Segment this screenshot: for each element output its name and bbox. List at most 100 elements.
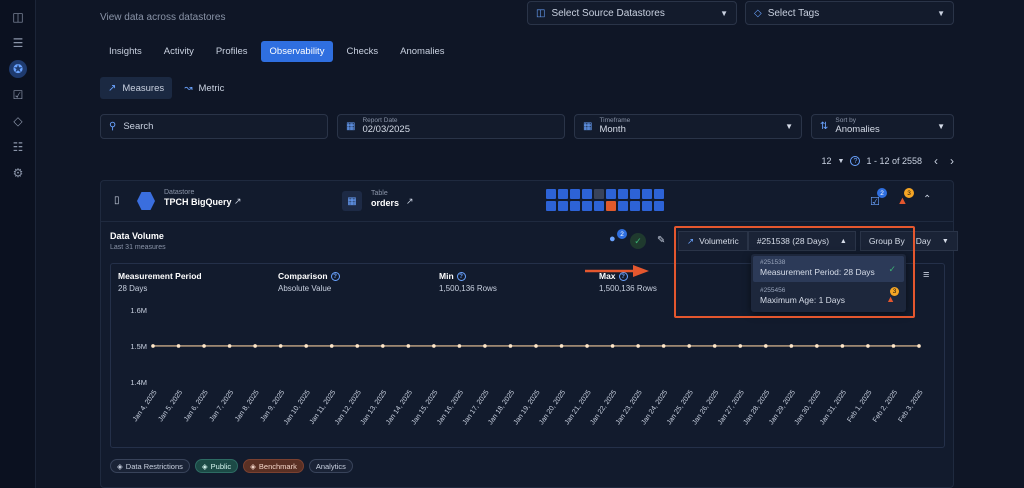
help-icon[interactable]: ?	[456, 272, 466, 282]
data-point[interactable]	[483, 344, 487, 348]
page-size-select[interactable]: 12	[821, 156, 832, 166]
data-point[interactable]	[278, 344, 283, 348]
help-icon[interactable]: ?	[330, 272, 340, 282]
edit-icon[interactable]: ✎	[657, 235, 666, 246]
hierarchy-icon[interactable]: ☷	[12, 140, 24, 154]
check-select[interactable]: #251538 (28 Days) ▲	[747, 231, 856, 251]
datastore-name[interactable]: TPCH BigQuery	[164, 197, 232, 208]
check-ok-icon[interactable]: ✓	[630, 233, 646, 249]
search-input[interactable]: ⚲ Search	[100, 114, 328, 139]
clipboard-icon[interactable]: ☑	[12, 88, 24, 102]
heatmap-cell[interactable]	[570, 189, 580, 199]
data-point[interactable]	[917, 344, 921, 348]
bookmark-icon[interactable]: ▯	[114, 195, 120, 206]
data-point[interactable]	[891, 344, 896, 348]
dropdown-item-check-1[interactable]: #251538 Measurement Period: 28 Days ✓	[753, 256, 904, 282]
heatmap-cell[interactable]	[618, 189, 628, 199]
data-point[interactable]	[866, 344, 870, 348]
data-point[interactable]	[738, 344, 743, 348]
external-link-icon[interactable]: ↗	[234, 196, 242, 206]
data-point[interactable]	[534, 344, 538, 348]
collapse-icon[interactable]: ⌃	[923, 194, 932, 205]
data-point[interactable]	[304, 344, 308, 348]
sort-select[interactable]: ⇅ Sort by Anomalies ▼	[811, 114, 954, 139]
data-point[interactable]	[151, 344, 155, 348]
prev-page-button[interactable]: ‹	[934, 154, 938, 168]
data-point[interactable]	[253, 344, 257, 348]
heatmap-cell[interactable]	[558, 201, 568, 211]
tab-checks[interactable]: Checks	[346, 46, 379, 57]
heatmap-cell[interactable]	[654, 189, 664, 199]
heatmap-cell[interactable]	[642, 201, 652, 211]
tags-select[interactable]: ◇ Select Tags ▼	[745, 1, 954, 25]
data-point[interactable]	[636, 344, 640, 348]
data-point[interactable]	[329, 344, 334, 348]
heatmap-cell[interactable]	[582, 189, 592, 199]
data-point[interactable]	[355, 344, 360, 348]
stack-icon[interactable]: ☰	[12, 36, 24, 50]
data-point[interactable]	[559, 344, 564, 348]
data-point[interactable]	[610, 344, 615, 348]
users-icon[interactable]: ●	[609, 233, 616, 245]
heatmap-cell[interactable]	[630, 189, 640, 199]
tab-activity[interactable]: Activity	[163, 46, 194, 57]
tab-observability[interactable]: Observability	[260, 41, 334, 62]
tab-metric[interactable]: ↝ Metric	[176, 77, 232, 99]
data-point[interactable]	[815, 344, 819, 348]
tab-insights[interactable]: Insights	[109, 46, 142, 57]
data-point[interactable]	[585, 344, 589, 348]
settings-sliders-icon[interactable]: ≡	[923, 269, 930, 281]
help-icon[interactable]: ?	[850, 156, 861, 166]
external-link-icon[interactable]: ↗	[406, 196, 414, 206]
tag-analytics[interactable]: Analytics	[308, 459, 353, 473]
dropdown-item-check-2[interactable]: #255456 Maximum Age: 1 Days ▲ 3	[753, 284, 904, 310]
data-point[interactable]	[202, 344, 206, 348]
data-point[interactable]	[432, 344, 436, 348]
database-icon[interactable]: ◫	[12, 10, 24, 24]
group-by-select[interactable]: Group By Day ▼	[859, 231, 958, 251]
heatmap-cell[interactable]	[570, 201, 580, 211]
source-datastores-select[interactable]: ◫ Select Source Datastores ▼	[527, 1, 737, 25]
heatmap-cell[interactable]	[582, 201, 592, 211]
data-point[interactable]	[176, 344, 181, 348]
data-point[interactable]	[789, 344, 794, 348]
tag-benchmark[interactable]: ◈ Benchmark	[243, 459, 304, 473]
data-point[interactable]	[764, 344, 768, 348]
data-point[interactable]	[457, 344, 462, 348]
heatmap-cell[interactable]	[558, 189, 568, 199]
gear-icon[interactable]: ⚙	[12, 166, 24, 180]
checks-icon[interactable]: ☑	[870, 196, 880, 208]
tab-measures[interactable]: ↗ Measures	[100, 77, 173, 99]
heatmap-cell[interactable]	[654, 201, 664, 211]
heatmap-cell[interactable]	[546, 189, 556, 199]
tab-anomalies[interactable]: Anomalies	[400, 46, 445, 57]
data-point[interactable]	[712, 344, 717, 348]
data-point[interactable]	[687, 344, 691, 348]
data-point[interactable]	[508, 344, 513, 348]
tag-icon[interactable]: ◇	[13, 114, 23, 128]
data-point[interactable]	[406, 344, 411, 348]
data-point[interactable]	[840, 344, 845, 348]
heatmap-cell[interactable]	[618, 201, 628, 211]
anomaly-icon[interactable]: ▲	[897, 195, 908, 207]
heatmap-cell[interactable]	[606, 201, 616, 211]
help-icon[interactable]: ?	[618, 272, 628, 282]
tag-public[interactable]: ◈ Public	[194, 459, 239, 473]
compass-icon[interactable]: ✪	[9, 60, 27, 78]
data-point[interactable]	[381, 344, 385, 348]
heatmap-cell[interactable]	[546, 201, 556, 211]
heatmap-cell[interactable]	[642, 189, 652, 199]
data-point[interactable]	[227, 344, 232, 348]
tab-profiles[interactable]: Profiles	[215, 46, 248, 57]
heatmap-cell[interactable]	[630, 201, 640, 211]
report-date-field[interactable]: ▦ Report Date 02/03/2025	[337, 114, 565, 139]
heatmap-cell[interactable]	[606, 189, 616, 199]
data-point[interactable]	[661, 344, 666, 348]
heatmap-cell[interactable]	[594, 189, 604, 199]
timeframe-select[interactable]: ▦ Timeframe Month ▼	[574, 114, 802, 139]
table-name[interactable]: orders	[371, 198, 400, 209]
next-page-button[interactable]: ›	[950, 154, 954, 168]
tag-data-restrictions[interactable]: ◈ Data Restrictions	[110, 459, 190, 473]
heatmap-cell[interactable]	[594, 201, 604, 211]
volumetric-button[interactable]: ↗ Volumetric	[678, 231, 748, 251]
